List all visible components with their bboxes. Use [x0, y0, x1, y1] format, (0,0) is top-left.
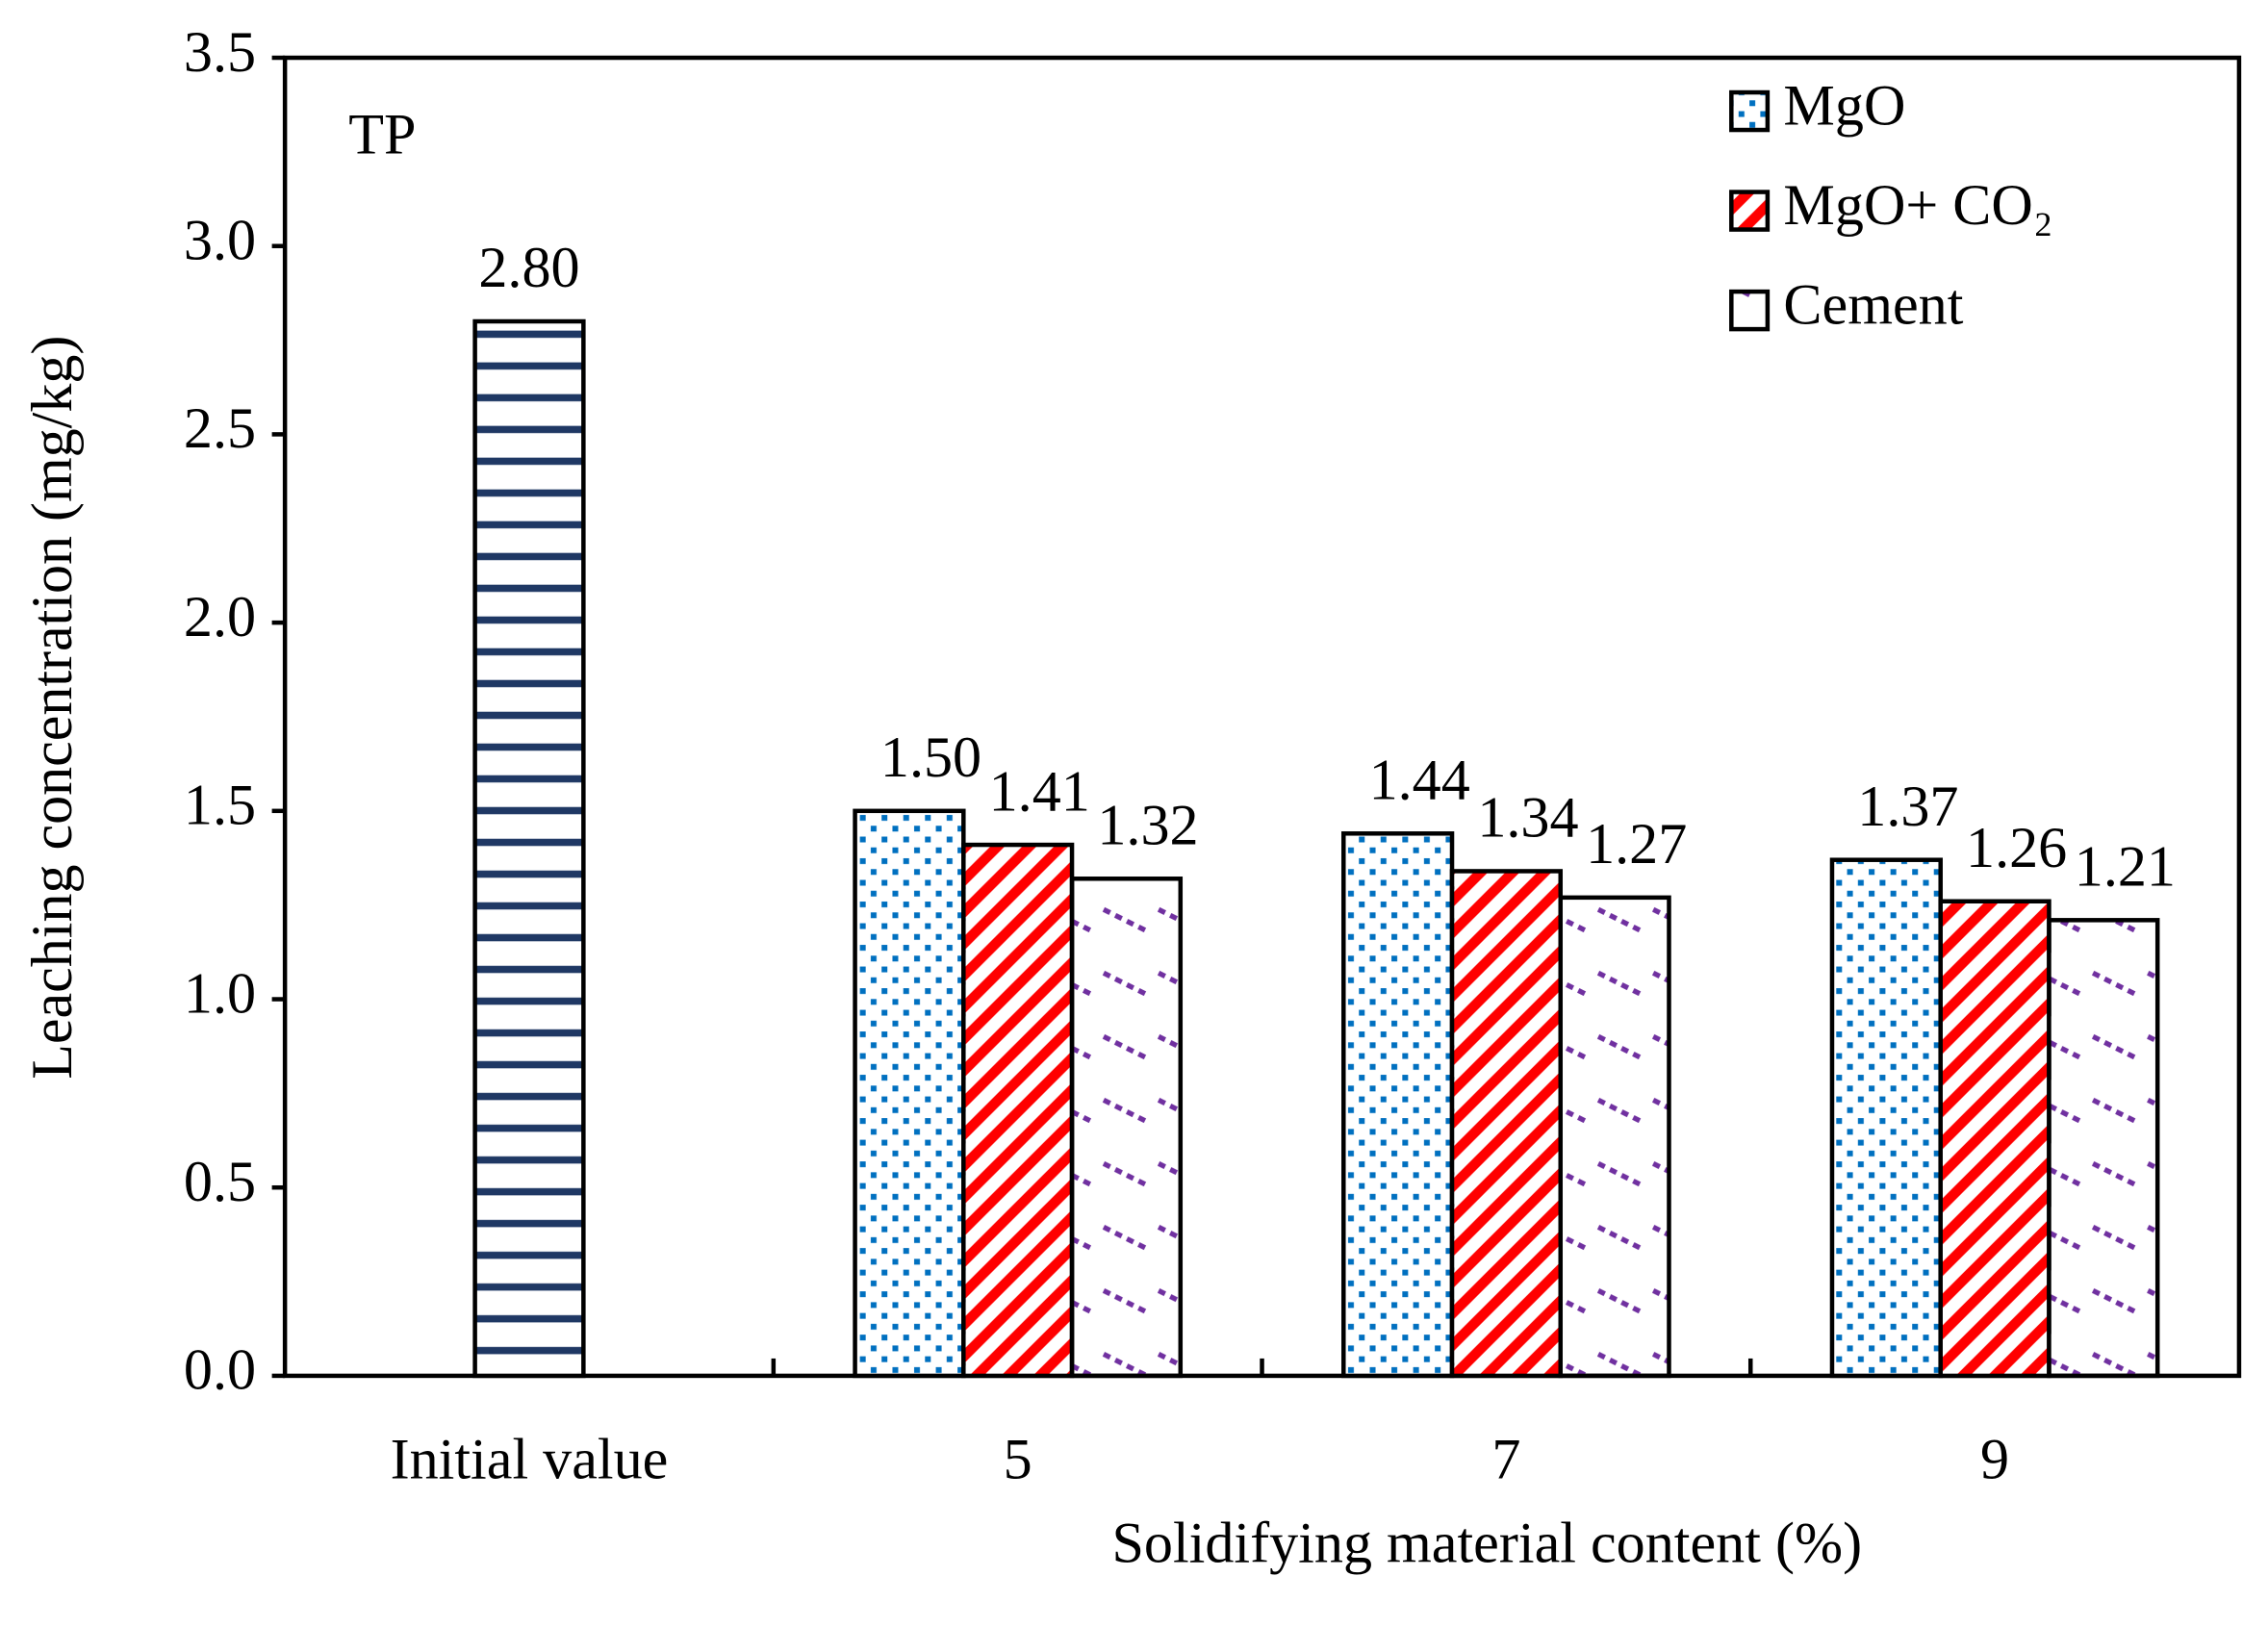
y-tick-label: 3.5 [184, 19, 256, 84]
x-tick-label: Initial value [391, 1427, 669, 1491]
x-tick-label: 7 [1491, 1427, 1520, 1491]
data-label: 2.80 [478, 235, 579, 299]
legend-label: MgO [1783, 72, 1905, 137]
y-tick-label: 0.0 [184, 1337, 256, 1402]
bar [1069, 877, 1184, 1379]
y-tick-label: 3.0 [184, 208, 256, 272]
bar [1938, 899, 2051, 1379]
data-label: 1.50 [880, 725, 981, 789]
data-label: 1.32 [1097, 793, 1198, 857]
legend-swatch [1729, 289, 1771, 332]
bar [853, 808, 966, 1379]
data-label: 1.26 [1966, 815, 2067, 879]
y-tick-label: 2.5 [184, 395, 256, 460]
bar [961, 842, 1075, 1379]
data-label: 1.37 [1857, 774, 1958, 838]
bar [1449, 869, 1564, 1379]
legend-swatch [1729, 190, 1771, 232]
y-axis-label: Leaching concentration (mg/kg) [19, 336, 84, 1080]
bar [472, 318, 586, 1379]
x-axis-label: Solidifying material content (%) [1111, 1511, 1862, 1575]
data-label: 1.21 [2075, 834, 2176, 899]
data-label: 1.44 [1369, 748, 1470, 812]
y-tick-label: 1.5 [184, 773, 256, 837]
bar [1558, 895, 1671, 1379]
bar [1341, 831, 1455, 1379]
data-label: 1.41 [989, 758, 1090, 823]
y-tick-label: 1.0 [184, 960, 256, 1025]
legend-label: MgO+ CO₂ [1783, 172, 2052, 237]
bar [2047, 918, 2160, 1379]
x-tick-label: 5 [1004, 1427, 1032, 1491]
x-tick-label: 9 [1980, 1427, 2009, 1491]
data-label: 1.34 [1477, 785, 1578, 850]
data-label: 1.27 [1586, 811, 1687, 876]
legend-label: Cement [1783, 271, 1963, 336]
annotation: TP [348, 101, 416, 165]
bar [1829, 857, 1943, 1379]
y-tick-label: 2.0 [184, 584, 256, 648]
y-tick-label: 0.5 [184, 1149, 256, 1213]
legend-swatch [1729, 89, 1771, 133]
